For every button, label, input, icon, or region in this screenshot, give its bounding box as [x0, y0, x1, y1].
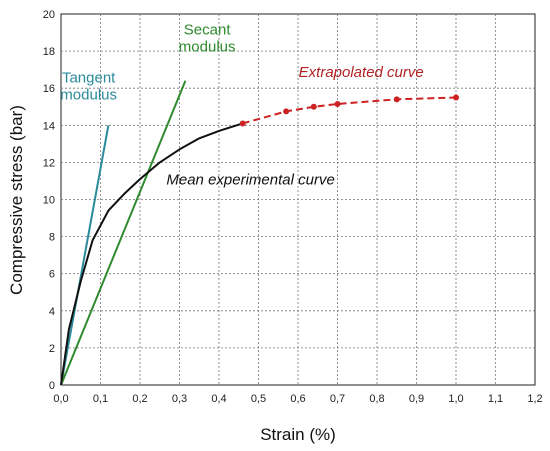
x-tick-label: 0,0	[53, 393, 68, 405]
y-tick-label: 12	[43, 157, 55, 169]
grid	[61, 14, 535, 385]
annotation-mean_label: Mean experimental curve	[166, 172, 334, 189]
series-line-tangent	[60, 125, 110, 386]
x-tick-label: 1,0	[448, 393, 463, 405]
series-point-extrapolated	[393, 96, 400, 103]
x-tick-labels: 0,0 0,1 0,2 0,3 0,4 0,5 0,6 0,7 0,8 0,9 1,0 1,1 1,2	[53, 393, 542, 405]
y-tick-label: 10	[43, 195, 55, 207]
series-point-extrapolated	[283, 108, 290, 115]
x-tick-label: 0,6	[290, 393, 305, 405]
series-line-mean	[60, 122, 244, 386]
annotations: Tangent modulus Secant modulus Extrapolated …	[60, 21, 423, 188]
y-tick-label: 14	[43, 120, 55, 132]
series-line-secant	[60, 80, 187, 386]
y-tick-label: 8	[49, 232, 55, 244]
y-tick-label: 16	[43, 83, 55, 95]
series-point-extrapolated	[310, 103, 317, 110]
x-tick-label: 0,1	[93, 393, 108, 405]
x-tick-label: 0,7	[330, 393, 345, 405]
series-point-extrapolated	[334, 100, 341, 107]
y-tick-label: 2	[49, 343, 55, 355]
annotation-tangent_label: Tangent modulus	[60, 70, 117, 104]
x-tick-label: 0,4	[211, 393, 226, 405]
series-line-extrapolated	[242, 96, 457, 125]
y-axis-title: Compressive stress (bar)	[7, 105, 26, 295]
annotation-extrapolated_label: Extrapolated curve	[299, 64, 424, 81]
series-point-extrapolated	[239, 120, 246, 127]
x-tick-label: 0,5	[251, 393, 266, 405]
series-point-extrapolated	[453, 94, 459, 101]
y-tick-labels: 0 2 4 6 8 10 12 14 16 18 20	[43, 9, 55, 392]
y-tick-label: 4	[49, 306, 55, 318]
y-tick-label: 6	[49, 269, 55, 281]
series-group	[60, 80, 459, 386]
x-tick-label: 0,8	[369, 393, 384, 405]
x-tick-label: 0,2	[132, 393, 147, 405]
x-axis-title: Strain (%)	[260, 425, 336, 444]
y-tick-label: 18	[43, 46, 55, 58]
y-tick-label: 20	[43, 9, 55, 21]
x-tick-label: 0,3	[172, 393, 187, 405]
x-tick-label: 0,9	[409, 393, 424, 405]
x-tick-label: 1,1	[488, 393, 503, 405]
x-tick-label: 1,2	[527, 393, 542, 405]
annotation-secant_label: Secant modulus	[179, 21, 236, 55]
y-tick-label: 0	[49, 380, 55, 392]
